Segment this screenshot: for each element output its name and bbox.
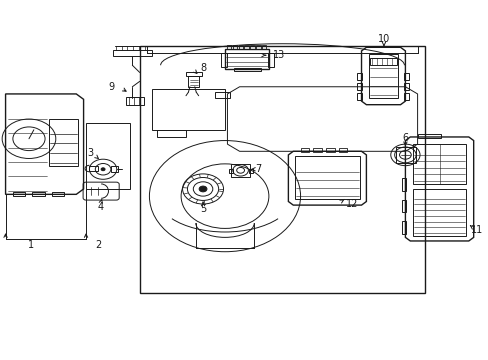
Bar [49,119,78,166]
Bar [228,169,232,173]
Bar [325,148,334,152]
Bar [232,45,237,49]
Bar [401,200,406,212]
Bar [295,156,359,199]
Bar [404,93,408,100]
Text: 10: 10 [377,35,389,44]
Bar [313,148,322,152]
Bar [267,53,273,67]
Bar [111,166,118,172]
Bar [238,45,243,49]
Bar [338,148,346,152]
Bar [256,45,260,49]
Bar [356,93,361,100]
Text: 6: 6 [402,133,407,143]
Bar [250,45,254,49]
Text: 1: 1 [28,240,34,250]
Bar [412,189,466,235]
Bar [113,50,152,56]
Circle shape [199,186,206,192]
Bar [224,49,268,69]
Bar [157,130,185,137]
Bar [13,192,25,196]
Text: 8: 8 [200,63,206,73]
Bar [185,72,201,76]
Bar [244,45,248,49]
Bar [221,53,226,67]
Bar [89,166,98,171]
Text: 4: 4 [98,202,103,212]
Bar [404,83,408,90]
Text: 11: 11 [470,225,483,235]
Bar [249,169,253,173]
Text: 3: 3 [87,148,93,158]
Bar [369,58,396,64]
Bar [412,144,466,184]
Bar [188,76,199,87]
Bar [32,192,44,196]
Bar [404,73,408,80]
Bar [356,83,361,90]
Bar [368,54,397,98]
Text: 2: 2 [95,240,101,250]
Text: 5: 5 [200,204,206,215]
Text: 9: 9 [109,82,115,93]
Bar [226,45,231,49]
Bar [356,73,361,80]
Bar [401,221,406,234]
Text: 7: 7 [255,164,261,174]
Bar [52,192,64,196]
Circle shape [101,168,105,171]
Text: 13: 13 [272,50,284,60]
Bar [262,45,266,49]
Bar [233,68,260,71]
Bar [395,147,415,163]
Bar [417,134,440,138]
Text: 12: 12 [345,199,357,210]
Bar [215,92,229,98]
Bar [230,163,250,177]
Bar [300,148,309,152]
Bar [401,178,406,191]
Bar [126,97,143,105]
